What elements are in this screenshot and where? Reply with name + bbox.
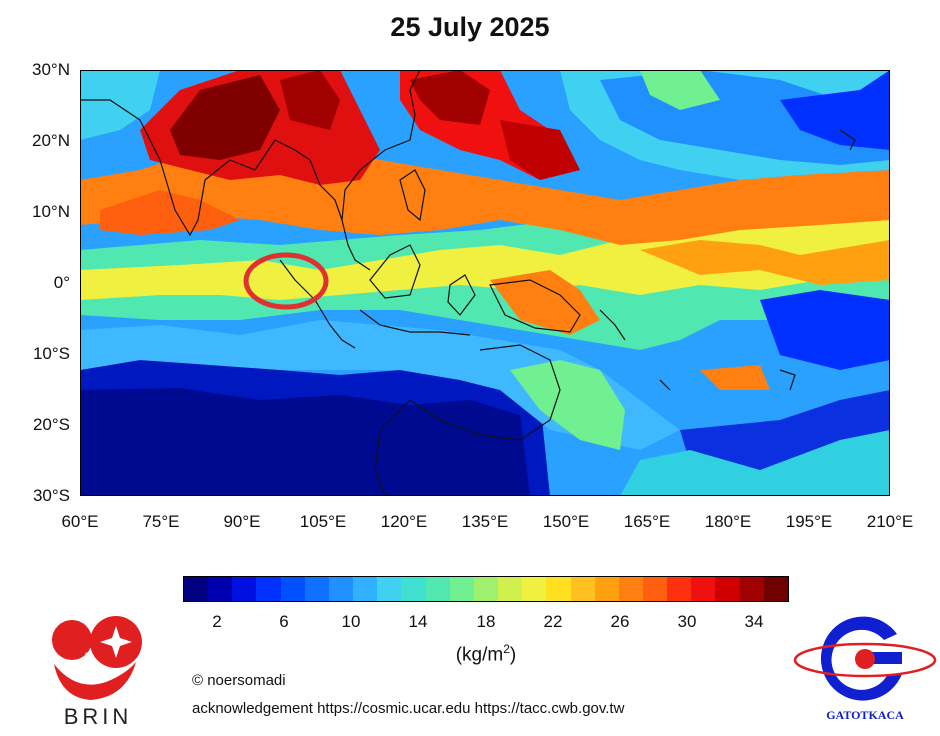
- colorbar-cell: [594, 577, 619, 601]
- colorbar-cell: [377, 577, 402, 601]
- colorbar-tick: 18: [476, 612, 496, 631]
- colorbar-cell: [522, 577, 547, 601]
- lon-label-120e: 120°E: [380, 512, 428, 531]
- lon-label-90e: 90°E: [223, 512, 261, 531]
- brin-logo: BRIN: [46, 612, 150, 730]
- lat-label-0: 0°: [53, 273, 70, 292]
- colorbar-tick: 14: [408, 612, 428, 631]
- colorbar-cell: [425, 577, 450, 601]
- colorbar-tick: 10: [341, 612, 361, 631]
- colorbar-cell: [691, 577, 716, 601]
- colorbar-tick: 30: [677, 612, 697, 631]
- precipitable-water-map: [80, 70, 890, 496]
- lon-label-180e: 180°E: [704, 512, 752, 531]
- lon-label-75e: 75°E: [142, 512, 180, 531]
- brin-logo-icon: [52, 616, 142, 700]
- colorbar-cell: [304, 577, 329, 601]
- colorbar-cell: [498, 577, 523, 601]
- brin-logo-text: BRIN: [63, 704, 133, 729]
- gatotkaca-logo-text: GATOTKACA: [826, 708, 904, 722]
- colorbar-cell: [667, 577, 692, 601]
- gatotkaca-logo: GATOTKACA: [792, 612, 938, 728]
- lon-label-135e: 135°E: [461, 512, 509, 531]
- lon-label-195e: 195°E: [785, 512, 833, 531]
- colorbar-tick: 26: [610, 612, 630, 631]
- colorbar-cell: [546, 577, 571, 601]
- colorbar-cell: [280, 577, 305, 601]
- colorbar-cell: [570, 577, 595, 601]
- colorbar-cell: [256, 577, 281, 601]
- colorbar-cell: [184, 577, 209, 601]
- colorbar-cell: [618, 577, 643, 601]
- colorbar-cell: [232, 577, 257, 601]
- acknowledgement-text: acknowledgement https://cosmic.ucar.edu …: [192, 700, 625, 717]
- lat-label-30n: 30°N: [32, 60, 70, 79]
- colorbar-cell: [763, 577, 788, 601]
- colorbar-cell: [449, 577, 474, 601]
- lon-label-105e: 105°E: [299, 512, 347, 531]
- colorbar-cell: [401, 577, 426, 601]
- colorbar-cell: [208, 577, 233, 601]
- gatotkaca-logo-icon: [793, 616, 937, 701]
- colorbar-tick: 2: [212, 612, 222, 631]
- colorbar-cell: [715, 577, 740, 601]
- colorbar-tick: 6: [279, 612, 289, 631]
- colorbar-tick: 22: [543, 612, 563, 631]
- colorbar-unit: (kg/m2): [455, 642, 517, 666]
- lon-label-165e: 165°E: [623, 512, 671, 531]
- lat-label-10n: 10°N: [32, 202, 70, 221]
- colorbar: [183, 576, 789, 602]
- lon-label-150e: 150°E: [542, 512, 590, 531]
- lon-label-60e: 60°E: [61, 512, 99, 531]
- lat-label-30s: 30°S: [32, 486, 70, 505]
- lat-label-20s: 20°S: [32, 415, 70, 434]
- colorbar-cell: [642, 577, 668, 601]
- lon-label-210e: 210°E: [866, 512, 914, 531]
- credit-text: © noersomadi: [192, 672, 286, 689]
- map-title: 25 July 2025: [390, 12, 550, 42]
- highlight-ellipse: [243, 252, 329, 310]
- lat-label-20n: 20°N: [32, 131, 70, 150]
- map-field: [80, 70, 890, 496]
- lat-label-10s: 10°S: [32, 344, 70, 363]
- colorbar-cell: [739, 577, 764, 601]
- colorbar-cell: [353, 577, 378, 601]
- colorbar-cell: [473, 577, 499, 601]
- colorbar-cell: [328, 577, 354, 601]
- colorbar-tick: 34: [744, 612, 764, 631]
